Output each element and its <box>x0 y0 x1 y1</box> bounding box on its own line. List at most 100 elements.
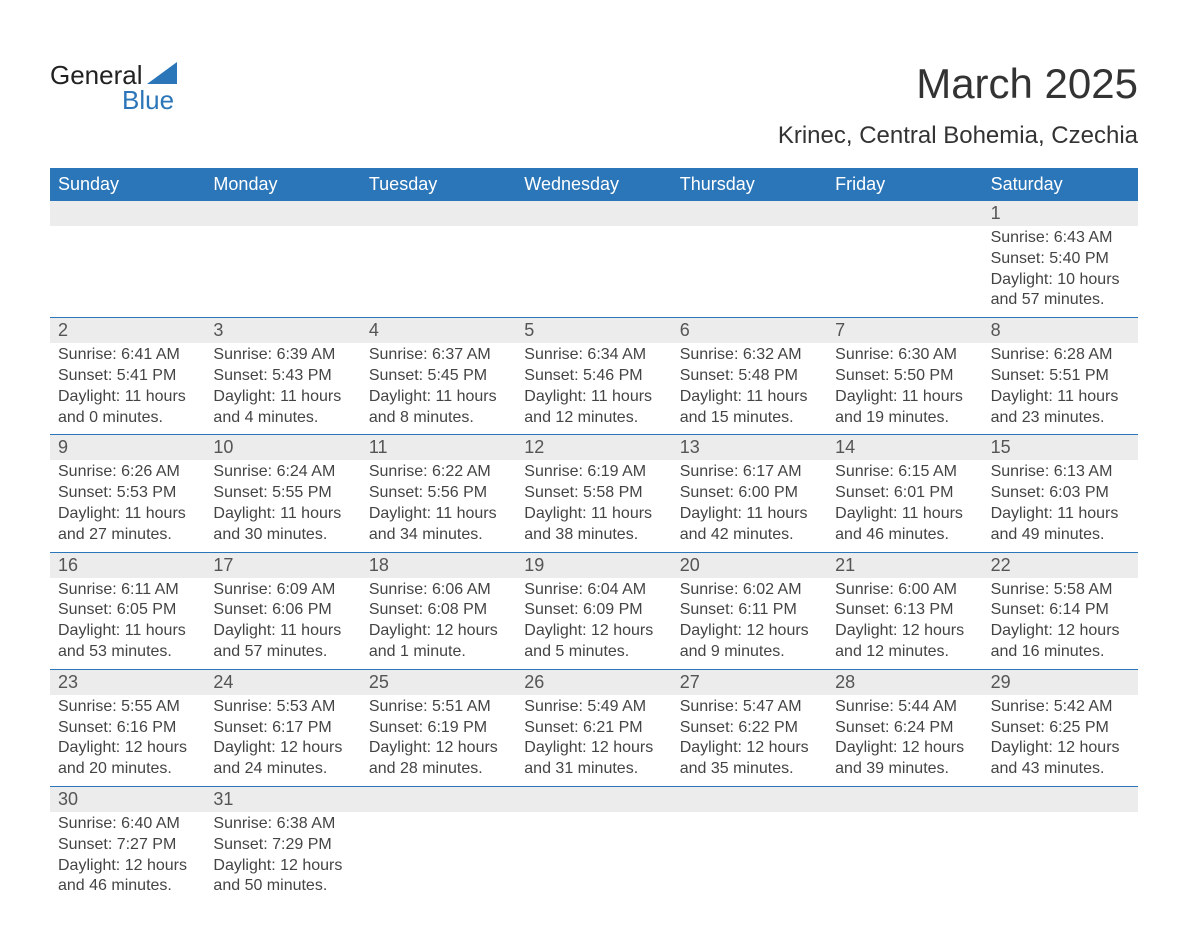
daylight-line-1: Daylight: 12 hours <box>524 621 663 642</box>
day-cell <box>672 812 827 903</box>
day-cell: Sunrise: 6:28 AMSunset: 5:51 PMDaylight:… <box>983 343 1138 434</box>
day-number <box>50 201 205 226</box>
sunrise-line: Sunrise: 6:02 AM <box>680 580 819 601</box>
day-cell <box>516 226 671 317</box>
day-cell: Sunrise: 5:42 AMSunset: 6:25 PMDaylight:… <box>983 695 1138 786</box>
sunset-line: Sunset: 5:51 PM <box>991 366 1130 387</box>
sunrise-line: Sunrise: 6:39 AM <box>213 345 352 366</box>
day-number: 12 <box>516 435 671 460</box>
sunrise-line: Sunrise: 6:13 AM <box>991 462 1130 483</box>
day-cell <box>827 226 982 317</box>
daylight-line-2: and 19 minutes. <box>835 408 974 429</box>
sunrise-line: Sunrise: 6:06 AM <box>369 580 508 601</box>
sunrise-line: Sunrise: 6:00 AM <box>835 580 974 601</box>
day-number: 1 <box>983 201 1138 226</box>
sunset-line: Sunset: 6:03 PM <box>991 483 1130 504</box>
sunrise-line: Sunrise: 6:26 AM <box>58 462 197 483</box>
calendar-grid: Sunday Monday Tuesday Wednesday Thursday… <box>50 168 1138 903</box>
daylight-line-2: and 28 minutes. <box>369 759 508 780</box>
day-number: 6 <box>672 318 827 343</box>
sunrise-line: Sunrise: 6:40 AM <box>58 814 197 835</box>
daylight-line-2: and 39 minutes. <box>835 759 974 780</box>
sunset-line: Sunset: 5:56 PM <box>369 483 508 504</box>
dow-wednesday: Wednesday <box>516 168 671 201</box>
weeks-container: 1Sunrise: 6:43 AMSunset: 5:40 PMDaylight… <box>50 201 1138 903</box>
daylight-line-2: and 34 minutes. <box>369 525 508 546</box>
daylight-line-2: and 46 minutes. <box>58 876 197 897</box>
daylight-line-1: Daylight: 10 hours <box>991 270 1130 291</box>
day-number: 18 <box>361 553 516 578</box>
sunset-line: Sunset: 6:22 PM <box>680 718 819 739</box>
daylight-line-1: Daylight: 11 hours <box>213 387 352 408</box>
daylight-line-2: and 27 minutes. <box>58 525 197 546</box>
daylight-line-2: and 24 minutes. <box>213 759 352 780</box>
day-cell: Sunrise: 6:06 AMSunset: 6:08 PMDaylight:… <box>361 578 516 669</box>
logo-text-bottom: Blue <box>122 85 174 116</box>
logo: General Blue <box>50 60 177 116</box>
day-number: 31 <box>205 787 360 812</box>
day-cell: Sunrise: 6:15 AMSunset: 6:01 PMDaylight:… <box>827 460 982 551</box>
day-cell <box>50 226 205 317</box>
day-number <box>827 787 982 812</box>
week-row: 9101112131415Sunrise: 6:26 AMSunset: 5:5… <box>50 435 1138 552</box>
daynum-band: 16171819202122 <box>50 553 1138 578</box>
day-cell: Sunrise: 5:51 AMSunset: 6:19 PMDaylight:… <box>361 695 516 786</box>
dow-monday: Monday <box>205 168 360 201</box>
sunset-line: Sunset: 6:19 PM <box>369 718 508 739</box>
sunset-line: Sunset: 5:46 PM <box>524 366 663 387</box>
day-cell: Sunrise: 6:41 AMSunset: 5:41 PMDaylight:… <box>50 343 205 434</box>
sunrise-line: Sunrise: 6:28 AM <box>991 345 1130 366</box>
daylight-line-2: and 16 minutes. <box>991 642 1130 663</box>
sunrise-line: Sunrise: 6:38 AM <box>213 814 352 835</box>
daylight-line-2: and 5 minutes. <box>524 642 663 663</box>
daylight-line-2: and 42 minutes. <box>680 525 819 546</box>
sunset-line: Sunset: 5:48 PM <box>680 366 819 387</box>
daylight-line-2: and 43 minutes. <box>991 759 1130 780</box>
sunset-line: Sunset: 5:40 PM <box>991 249 1130 270</box>
sunset-line: Sunset: 7:29 PM <box>213 835 352 856</box>
daylight-line-1: Daylight: 12 hours <box>213 856 352 877</box>
calendar-page: General Blue March 2025 Krinec, Central … <box>0 0 1188 943</box>
daylight-line-1: Daylight: 12 hours <box>991 738 1130 759</box>
daylight-line-2: and 12 minutes. <box>524 408 663 429</box>
day-number: 20 <box>672 553 827 578</box>
month-title: March 2025 <box>778 60 1138 108</box>
sunrise-line: Sunrise: 6:22 AM <box>369 462 508 483</box>
daylight-line-2: and 57 minutes. <box>991 290 1130 311</box>
day-number: 9 <box>50 435 205 460</box>
day-number: 16 <box>50 553 205 578</box>
daylight-line-2: and 35 minutes. <box>680 759 819 780</box>
daylight-line-1: Daylight: 11 hours <box>680 387 819 408</box>
sunset-line: Sunset: 5:50 PM <box>835 366 974 387</box>
day-cell: Sunrise: 5:55 AMSunset: 6:16 PMDaylight:… <box>50 695 205 786</box>
sunrise-line: Sunrise: 5:53 AM <box>213 697 352 718</box>
day-cell: Sunrise: 6:32 AMSunset: 5:48 PMDaylight:… <box>672 343 827 434</box>
sunset-line: Sunset: 6:05 PM <box>58 600 197 621</box>
sunrise-line: Sunrise: 6:37 AM <box>369 345 508 366</box>
day-cell: Sunrise: 6:17 AMSunset: 6:00 PMDaylight:… <box>672 460 827 551</box>
day-cell: Sunrise: 6:39 AMSunset: 5:43 PMDaylight:… <box>205 343 360 434</box>
daynum-band: 1 <box>50 201 1138 226</box>
day-number: 24 <box>205 670 360 695</box>
sunset-line: Sunset: 6:01 PM <box>835 483 974 504</box>
day-cell: Sunrise: 6:13 AMSunset: 6:03 PMDaylight:… <box>983 460 1138 551</box>
sunset-line: Sunset: 6:25 PM <box>991 718 1130 739</box>
sunrise-line: Sunrise: 6:41 AM <box>58 345 197 366</box>
sunset-line: Sunset: 6:17 PM <box>213 718 352 739</box>
day-cell: Sunrise: 5:49 AMSunset: 6:21 PMDaylight:… <box>516 695 671 786</box>
day-number: 10 <box>205 435 360 460</box>
daylight-line-1: Daylight: 11 hours <box>991 504 1130 525</box>
day-number: 5 <box>516 318 671 343</box>
daylight-line-1: Daylight: 11 hours <box>524 504 663 525</box>
sunrise-line: Sunrise: 6:30 AM <box>835 345 974 366</box>
day-number: 2 <box>50 318 205 343</box>
header-row: General Blue March 2025 Krinec, Central … <box>50 60 1138 150</box>
day-cell <box>361 226 516 317</box>
day-cell: Sunrise: 6:37 AMSunset: 5:45 PMDaylight:… <box>361 343 516 434</box>
sunset-line: Sunset: 6:24 PM <box>835 718 974 739</box>
week-row: 3031Sunrise: 6:40 AMSunset: 7:27 PMDayli… <box>50 787 1138 903</box>
sunset-line: Sunset: 5:43 PM <box>213 366 352 387</box>
day-cell: Sunrise: 6:38 AMSunset: 7:29 PMDaylight:… <box>205 812 360 903</box>
daylight-line-2: and 8 minutes. <box>369 408 508 429</box>
daylight-line-2: and 1 minute. <box>369 642 508 663</box>
